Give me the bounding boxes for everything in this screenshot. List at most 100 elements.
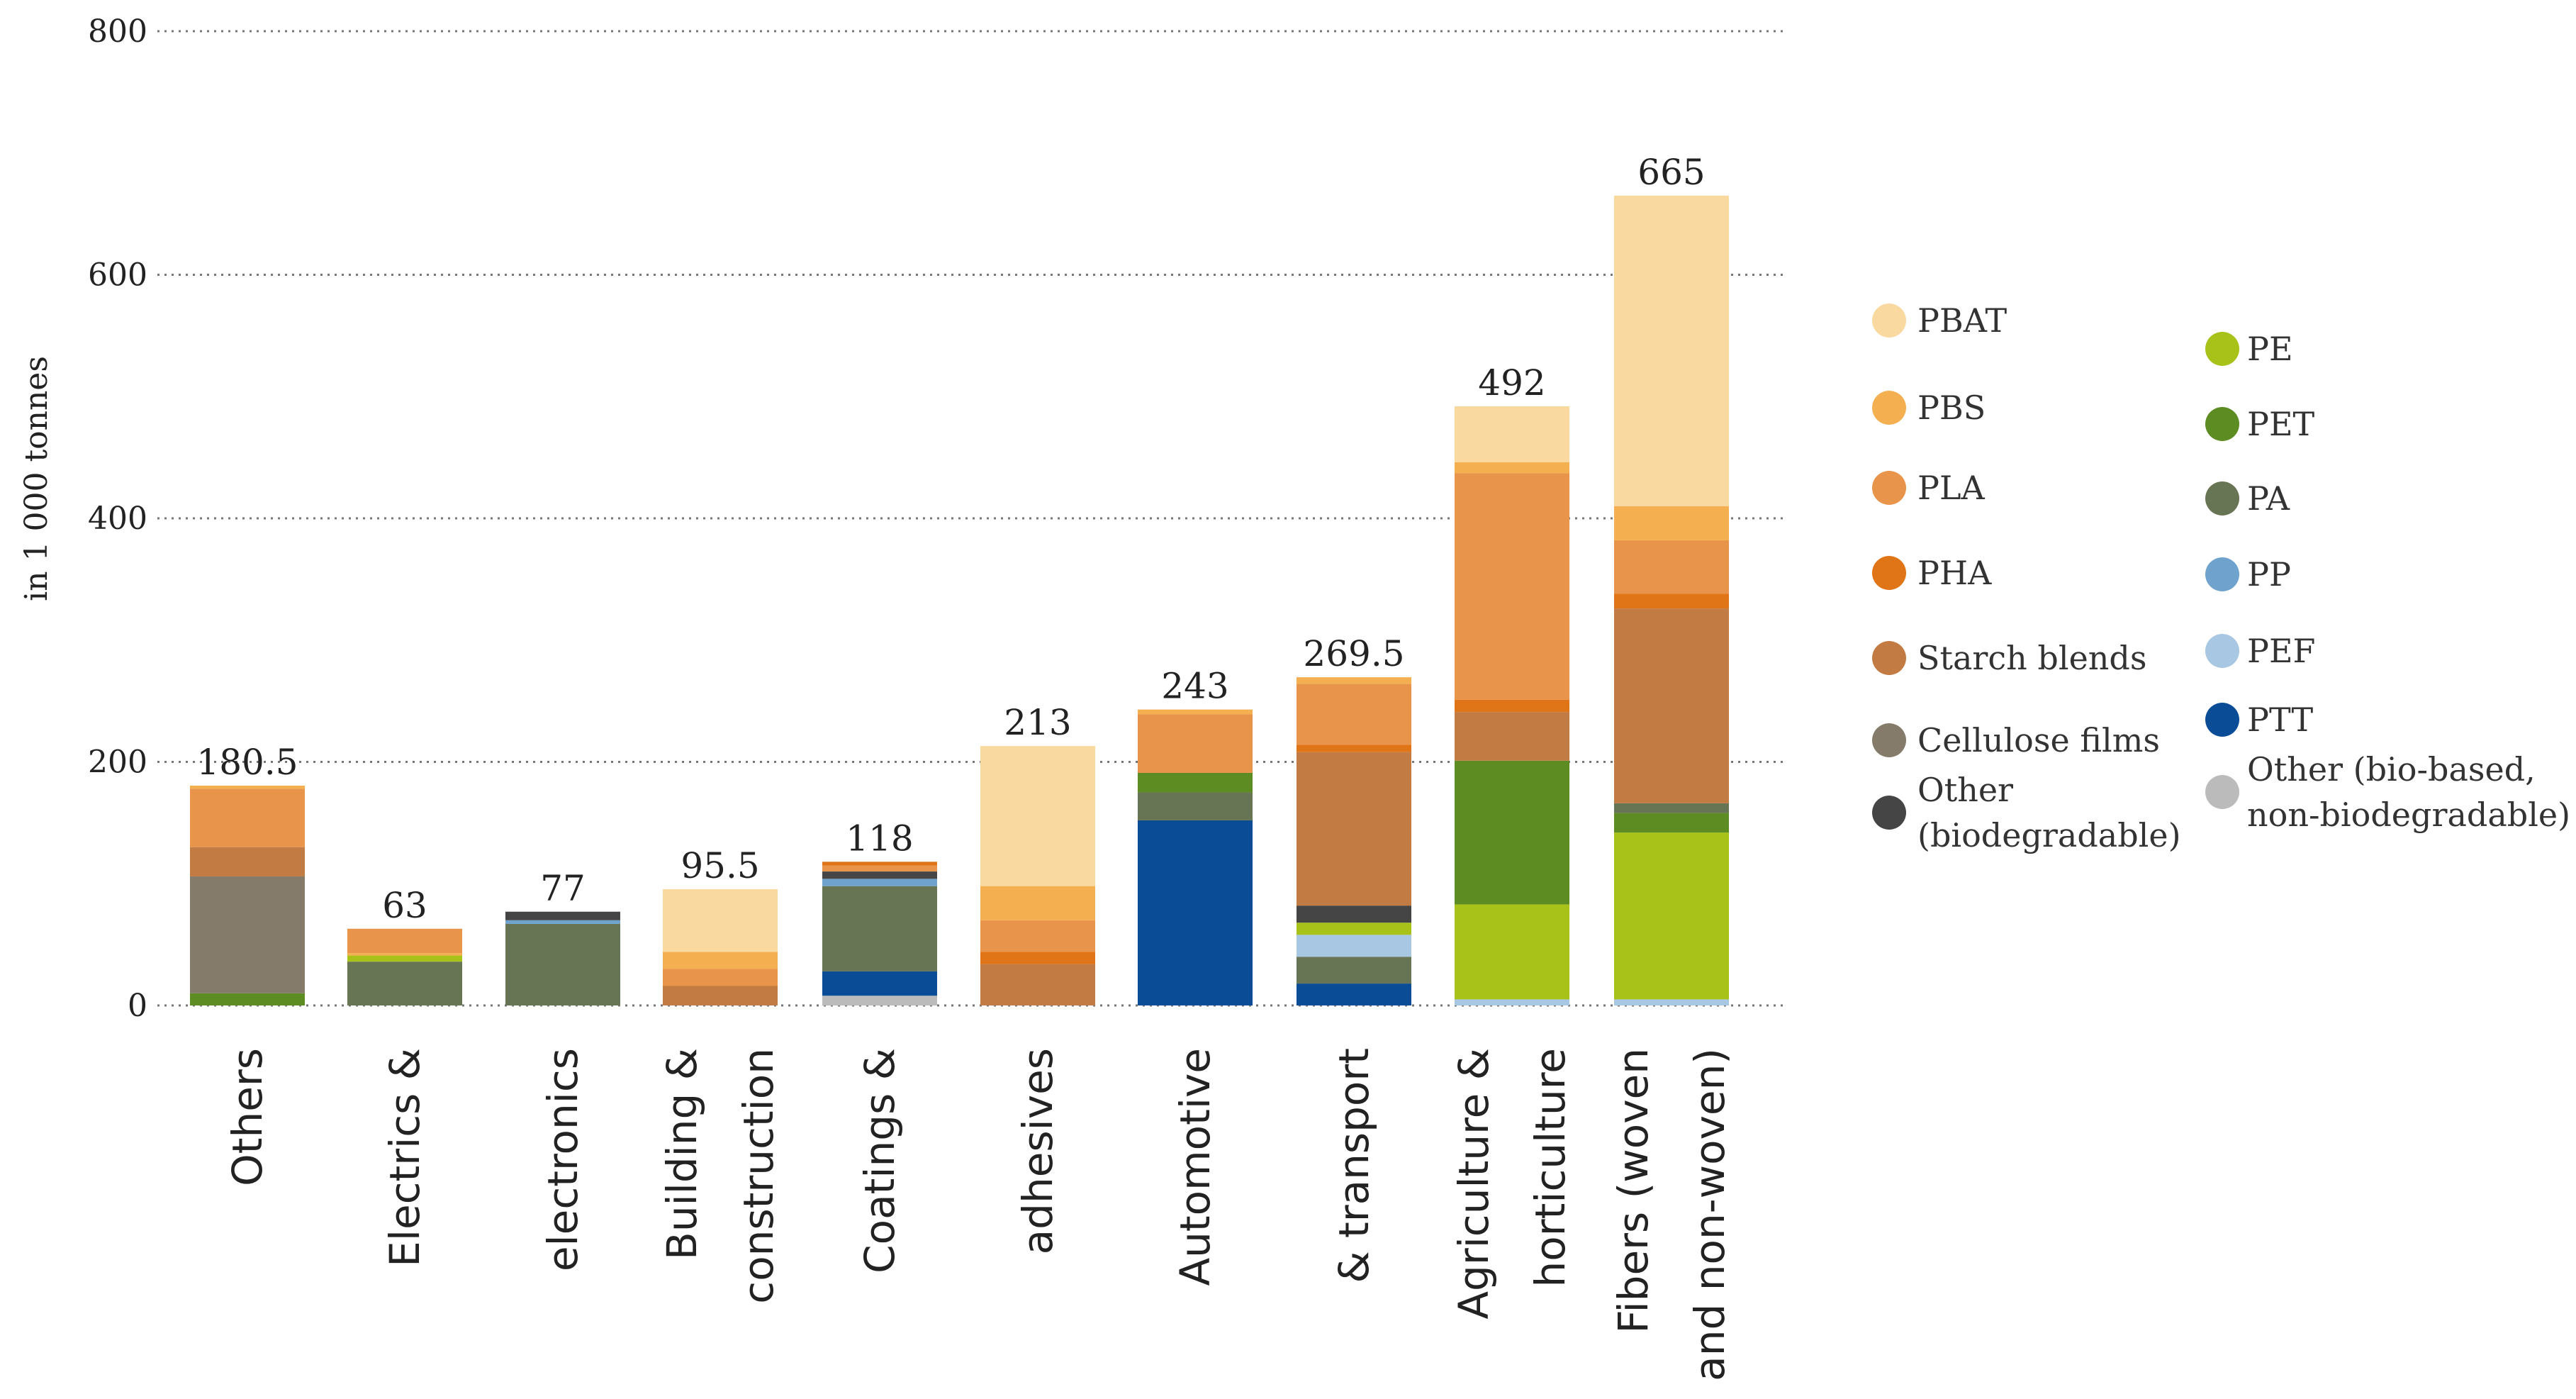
legend-swatch bbox=[1872, 303, 1906, 338]
bar-segment bbox=[663, 969, 778, 986]
bar-total-label: 63 bbox=[382, 885, 427, 926]
legend-label: PEF bbox=[2247, 632, 2315, 670]
bar-segment bbox=[1614, 540, 1729, 594]
bar-segment bbox=[1614, 999, 1729, 1005]
legend-item: PA bbox=[2205, 479, 2290, 518]
legend-swatch bbox=[2205, 703, 2239, 737]
bar-4 bbox=[822, 862, 937, 1005]
bar-total-label: 665 bbox=[1637, 152, 1705, 193]
legend-label: PP bbox=[2247, 555, 2291, 593]
y-axis-ticks: 0 200 400 600 800 bbox=[88, 13, 147, 1024]
bar-segment bbox=[980, 964, 1095, 1005]
bar-segment bbox=[505, 923, 620, 1005]
bar-segment bbox=[1614, 803, 1729, 813]
bar-3 bbox=[663, 888, 778, 1005]
bar-5 bbox=[980, 746, 1095, 1005]
bar-total-label: 243 bbox=[1161, 666, 1228, 707]
bar-segment bbox=[663, 986, 778, 1005]
legend-item: PBS bbox=[1872, 389, 1986, 427]
bar-segment bbox=[822, 971, 937, 996]
bar-segment bbox=[1614, 195, 1729, 506]
legend-item: PBAT bbox=[1872, 301, 2007, 340]
y-axis-label: in 1 000 tonnes bbox=[18, 356, 55, 601]
bar-total-label: 269.5 bbox=[1303, 633, 1404, 674]
bar-2 bbox=[505, 911, 620, 1005]
legend-label: PLA bbox=[1917, 469, 1985, 507]
legend-item: PE bbox=[2205, 330, 2293, 368]
y-tick-label: 0 bbox=[128, 988, 147, 1024]
y-tick-label: 600 bbox=[88, 257, 147, 294]
bar-total-labels: 180.5 63 77 95.5 118 213 243 269.5 492 665 bbox=[196, 152, 1705, 926]
bar-segment bbox=[1297, 745, 1411, 752]
legend-swatch bbox=[1872, 471, 1906, 505]
bar-segment bbox=[822, 886, 937, 971]
bar-segment bbox=[822, 865, 937, 872]
category-label: Fibers (woven bbox=[1609, 1048, 1657, 1334]
legend-item: PP bbox=[2205, 555, 2291, 593]
bar-segment bbox=[347, 962, 462, 1005]
bar-segment bbox=[190, 993, 305, 1005]
legend-label: PA bbox=[2247, 479, 2290, 518]
category-label: horticulture bbox=[1526, 1048, 1574, 1287]
bar-segment bbox=[663, 888, 778, 952]
legend-item: Other (bio-based, non-biodegradable) bbox=[2205, 750, 2570, 834]
legend-swatch bbox=[2205, 332, 2239, 366]
bar-segment bbox=[190, 785, 305, 789]
legend-label: (biodegradable) bbox=[1917, 816, 2181, 854]
bar-segment bbox=[1138, 792, 1253, 820]
category-label: and non-woven) bbox=[1686, 1048, 1734, 1381]
bars bbox=[190, 195, 1729, 1005]
bar-segment bbox=[980, 920, 1095, 952]
category-label: Electrics & bbox=[381, 1048, 429, 1267]
bar-segment bbox=[1297, 935, 1411, 957]
legend-label: PBAT bbox=[1917, 301, 2007, 340]
bar-segment bbox=[822, 996, 937, 1005]
legend-swatch bbox=[2205, 775, 2239, 809]
bar-segment bbox=[663, 952, 778, 969]
bar-segment bbox=[505, 920, 620, 924]
category-labels: Others Electrics & electronics Building & co… bbox=[223, 1048, 1734, 1381]
bar-segment bbox=[190, 847, 305, 876]
y-tick-label: 200 bbox=[88, 745, 147, 781]
bar-9 bbox=[1614, 195, 1729, 1005]
legend-item: PLA bbox=[1872, 469, 1985, 507]
category-label: Coatings & bbox=[856, 1048, 904, 1273]
legend-swatch bbox=[2205, 407, 2239, 441]
bar-segment bbox=[1614, 506, 1729, 540]
bar-segment bbox=[1455, 699, 1569, 713]
legend-item: PET bbox=[2205, 405, 2315, 443]
legend-item: Cellulose films bbox=[1872, 721, 2160, 759]
bar-segment bbox=[1614, 813, 1729, 833]
category-label: Others bbox=[223, 1048, 271, 1186]
bar-0 bbox=[190, 785, 305, 1005]
legend-swatch bbox=[1872, 723, 1906, 757]
bar-1 bbox=[347, 928, 462, 1005]
bar-segment bbox=[1614, 832, 1729, 1000]
bar-segment bbox=[980, 886, 1095, 920]
bar-segment bbox=[1297, 752, 1411, 906]
bar-segment bbox=[505, 911, 620, 920]
bar-segment bbox=[1297, 957, 1411, 984]
bar-segment bbox=[347, 953, 462, 956]
bar-segment bbox=[1455, 406, 1569, 462]
legend-label: PET bbox=[2247, 405, 2315, 443]
legend-swatch bbox=[2205, 481, 2239, 515]
bar-total-label: 118 bbox=[846, 818, 913, 859]
bar-segment bbox=[1297, 923, 1411, 935]
legend: PBAT PBS PLA PHA Starch blends Cellulose film… bbox=[1872, 301, 2570, 854]
bar-segment bbox=[190, 876, 305, 993]
y-tick-label: 800 bbox=[88, 13, 147, 50]
legend-label: PBS bbox=[1917, 389, 1986, 427]
bar-segment bbox=[1138, 714, 1253, 773]
legend-item: Other (biodegradable) bbox=[1872, 771, 2181, 854]
bar-segment bbox=[822, 862, 937, 866]
bar-segment bbox=[1297, 983, 1411, 1005]
category-label: & transport bbox=[1330, 1048, 1378, 1283]
bar-segment bbox=[1455, 904, 1569, 1000]
legend-label: Other (bio-based, bbox=[2247, 750, 2536, 788]
legend-label: PE bbox=[2247, 330, 2293, 368]
bar-segment bbox=[1455, 473, 1569, 700]
category-label: Building & bbox=[658, 1048, 706, 1260]
bar-total-label: 77 bbox=[540, 868, 586, 909]
